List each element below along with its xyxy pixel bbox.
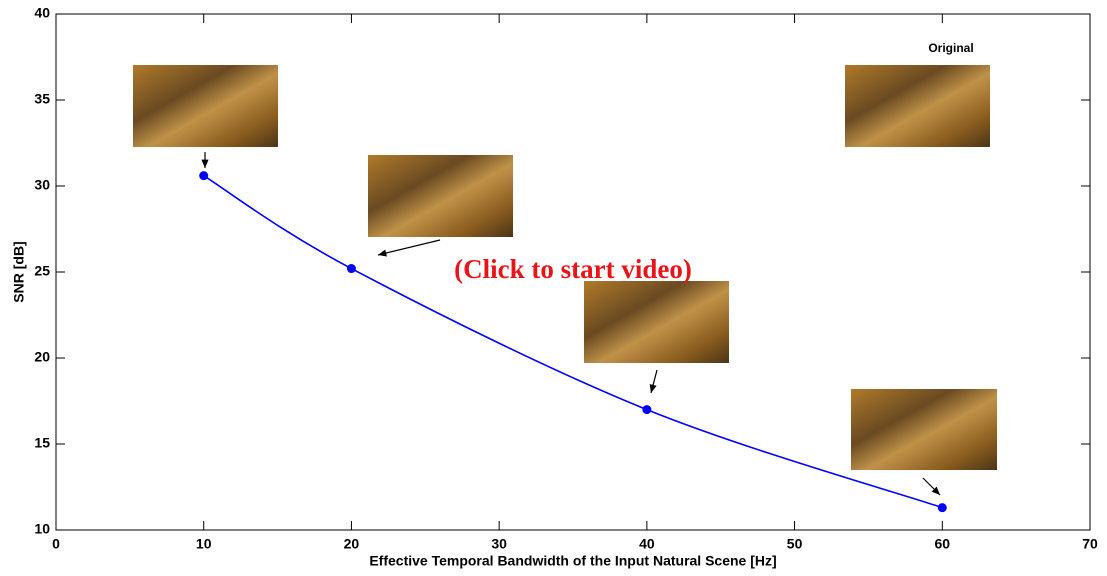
point <box>347 264 356 273</box>
y-tick-label: 35 <box>34 91 50 107</box>
thumbnail[interactable] <box>368 155 513 237</box>
y-tick-label: 30 <box>34 177 50 193</box>
x-tick-label: 50 <box>787 536 803 552</box>
thumbnail[interactable] <box>133 65 278 147</box>
thumbnail[interactable] <box>584 281 729 363</box>
y-tick-label: 10 <box>34 521 50 537</box>
y-tick-label: 40 <box>34 5 50 21</box>
x-tick-label: 60 <box>934 536 950 552</box>
x-tick-label: 0 <box>52 536 60 552</box>
chart: Original (Click to start video) Effectiv… <box>0 0 1107 576</box>
x-tick-label: 40 <box>639 536 655 552</box>
point <box>199 171 208 180</box>
x-tick-label: 20 <box>344 536 360 552</box>
x-tick-label: 30 <box>491 536 507 552</box>
y-tick-label: 20 <box>34 349 50 365</box>
point <box>938 503 947 512</box>
annotation: Original <box>928 41 973 55</box>
point <box>642 405 651 414</box>
y-tick-label: 15 <box>34 435 50 451</box>
thumbnail[interactable] <box>851 389 997 470</box>
thumbnail[interactable] <box>845 65 990 147</box>
y-axis-label: SNR [dB] <box>11 241 27 302</box>
x-axis-label: Effective Temporal Bandwidth of the Inpu… <box>369 553 776 569</box>
y-tick-label: 25 <box>34 263 50 279</box>
x-tick-label: 70 <box>1082 536 1098 552</box>
video-link[interactable]: (Click to start video) <box>454 254 692 284</box>
x-tick-label: 10 <box>196 536 212 552</box>
